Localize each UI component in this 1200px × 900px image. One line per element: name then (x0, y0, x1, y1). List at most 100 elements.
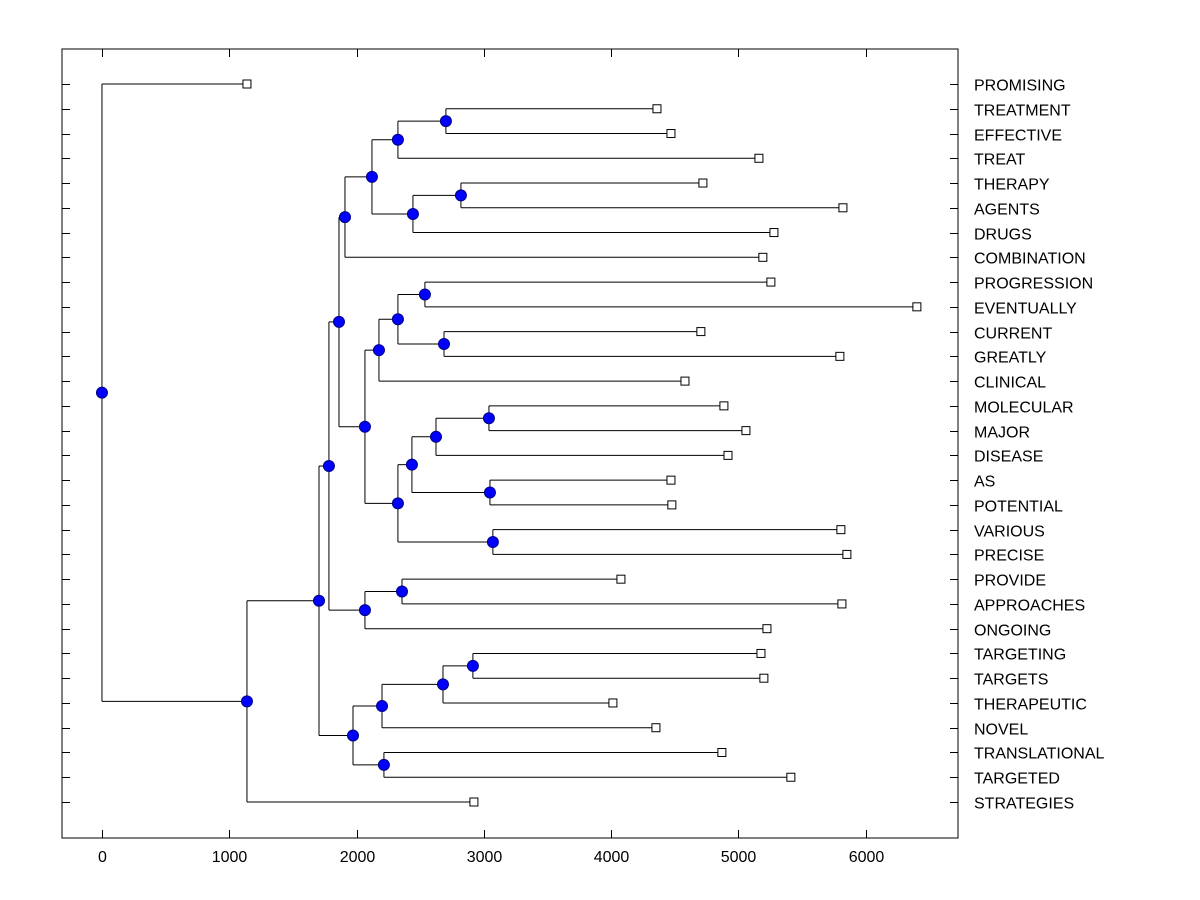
node-marker (240, 695, 253, 708)
leaf-label: COMBINATION (974, 251, 1086, 268)
leaf-label: POTENTIAL (974, 499, 1063, 516)
leaf-label: DRUGS (974, 227, 1032, 244)
leaf-label: PRECISE (974, 548, 1044, 565)
leaf-marker (666, 129, 676, 139)
node-marker (486, 536, 499, 549)
leaf-label: DISEASE (974, 449, 1043, 466)
leaf-label: MOLECULAR (974, 400, 1074, 417)
leaf-marker (837, 599, 847, 609)
leaf-marker (723, 450, 733, 460)
leaf-marker (719, 401, 729, 411)
node-marker (395, 585, 408, 598)
leaf-marker (242, 79, 252, 89)
leaf-label: THERAPY (974, 177, 1050, 194)
root-node-marker (95, 386, 108, 399)
leaf-label: TREAT (974, 152, 1025, 169)
node-marker (405, 458, 418, 471)
leaf-marker (698, 178, 708, 188)
x-tick-label: 0 (98, 849, 107, 866)
node-marker (406, 207, 419, 220)
node-marker (332, 315, 345, 328)
node-marker (322, 460, 335, 473)
leaf-marker (786, 772, 796, 782)
x-tick-label: 1000 (212, 849, 248, 866)
leaf-marker (680, 376, 690, 386)
leaf-marker (666, 475, 676, 485)
node-marker (483, 486, 496, 499)
x-tick-label: 5000 (721, 849, 757, 866)
leaf-label: TREATMENT (974, 103, 1071, 120)
leaf-marker (608, 698, 618, 708)
x-axis-ticks: 0 1000 2000 3000 4000 5000 6000 (98, 49, 884, 866)
node-marker (436, 678, 449, 691)
leaf-marker (836, 525, 846, 535)
leaf-label: PROMISING (974, 78, 1066, 95)
leaf-marker (616, 574, 626, 584)
leaf-label: PROGRESSION (974, 276, 1093, 293)
leaf-label: STRATEGIES (974, 796, 1074, 813)
y-axis-ticks (62, 84, 958, 803)
leaf-marker (835, 351, 845, 361)
leaf-marker (842, 549, 852, 559)
node-marker (365, 170, 378, 183)
leaf-marker (759, 673, 769, 683)
leaf-label: TARGETED (974, 771, 1060, 788)
x-tick-label: 3000 (467, 849, 503, 866)
leaf-label: MAJOR (974, 425, 1030, 442)
node-marker (391, 313, 404, 326)
node-marker (313, 594, 326, 607)
node-marker (437, 337, 450, 350)
leaf-label: TRANSLATIONAL (974, 746, 1105, 763)
node-marker (338, 211, 351, 224)
x-tick-label: 4000 (594, 849, 630, 866)
x-tick-label: 6000 (849, 849, 885, 866)
leaf-label: PROVIDE (974, 573, 1046, 590)
leaf-label: CLINICAL (974, 375, 1046, 392)
leaf-marker (754, 153, 764, 163)
node-marker (346, 729, 359, 742)
node-markers (95, 115, 499, 771)
plot-frame (61, 48, 959, 839)
node-marker (391, 497, 404, 510)
leaf-label: THERAPEUTIC (974, 697, 1087, 714)
leaf-marker (741, 426, 751, 436)
node-marker (482, 412, 495, 425)
leaf-markers (242, 79, 922, 807)
leaf-marker (756, 648, 766, 658)
leaf-marker (758, 252, 768, 262)
node-marker (429, 430, 442, 443)
node-marker (377, 758, 390, 771)
leaf-marker (838, 203, 848, 213)
leaf-label: VARIOUS (974, 524, 1045, 541)
leaf-marker (717, 747, 727, 757)
leaf-labels: PROMISING TREATMENT EFFECTIVE TREAT THERAPY A… (974, 78, 1105, 813)
leaf-label: GREATLY (974, 350, 1047, 367)
node-marker (454, 189, 467, 202)
node-marker (466, 659, 479, 672)
leaf-marker (651, 723, 661, 733)
leaf-marker (667, 500, 677, 510)
leaf-marker (769, 228, 779, 238)
node-marker (418, 288, 431, 301)
node-marker (376, 700, 389, 713)
leaf-marker (762, 624, 772, 634)
leaf-marker (766, 277, 776, 287)
leaf-marker (912, 302, 922, 312)
leaf-label: CURRENT (974, 326, 1052, 343)
leaf-label: EVENTUALLY (974, 301, 1077, 318)
leaf-label: APPROACHES (974, 598, 1085, 615)
leaf-label: AGENTS (974, 202, 1040, 219)
node-marker (358, 420, 371, 433)
leaf-label: EFFECTIVE (974, 128, 1062, 145)
leaf-label: ONGOING (974, 623, 1051, 640)
node-marker (439, 115, 452, 128)
leaf-marker (696, 327, 706, 337)
node-marker (358, 604, 371, 617)
node-marker (391, 133, 404, 146)
leaf-label: TARGETS (974, 672, 1048, 689)
leaf-marker (469, 797, 479, 807)
leaf-marker (652, 104, 662, 114)
leaf-label: AS (974, 474, 995, 491)
node-marker (372, 344, 385, 357)
